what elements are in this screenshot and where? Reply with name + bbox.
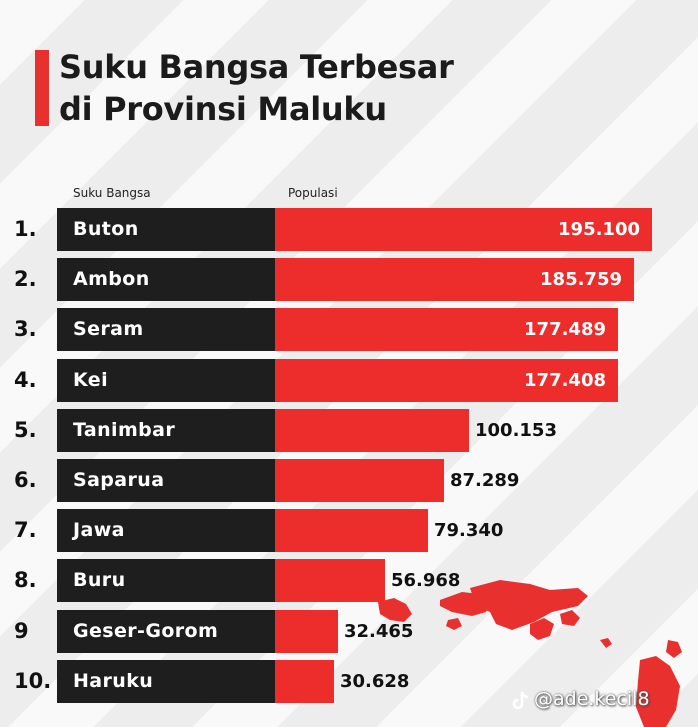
category-box: Geser-Gorom — [57, 610, 275, 653]
bar — [275, 559, 385, 602]
value-label: 87.289 — [450, 470, 520, 491]
watermark: @ade.kecil8 — [534, 688, 650, 710]
value-label: 177.489 — [524, 319, 606, 340]
title-accent-bar — [35, 50, 49, 126]
rank-label: 9 — [14, 619, 29, 643]
category-box: Buton — [57, 208, 275, 251]
category-label: Tanimbar — [73, 419, 176, 441]
column-header-name: Suku Bangsa — [73, 186, 151, 200]
category-box: Kei — [57, 359, 275, 402]
category-box: Saparua — [57, 459, 275, 502]
value-label: 79.340 — [434, 520, 504, 541]
category-label: Kei — [73, 369, 108, 391]
bar — [275, 258, 634, 301]
title-line-1: Suku Bangsa Terbesar — [59, 48, 454, 86]
rank-label: 4. — [14, 368, 37, 392]
value-label: 56.968 — [391, 570, 461, 591]
rank-label: 10. — [14, 669, 52, 693]
bar — [275, 409, 469, 452]
category-label: Buru — [73, 569, 126, 591]
value-label: 185.759 — [540, 269, 622, 290]
column-header-value: Populasi — [288, 186, 338, 200]
category-box: Ambon — [57, 258, 275, 301]
bar — [275, 208, 652, 251]
tiktok-icon — [512, 691, 529, 710]
category-label: Geser-Gorom — [73, 620, 219, 642]
rank-label: 6. — [14, 468, 37, 492]
category-label: Saparua — [73, 469, 165, 491]
category-box: Tanimbar — [57, 409, 275, 452]
chart-title: Suku Bangsa Terbesar di Provinsi Maluku — [59, 46, 619, 130]
category-box: Jawa — [57, 509, 275, 552]
value-label: 30.628 — [340, 671, 410, 692]
category-label: Buton — [73, 218, 139, 240]
rank-label: 3. — [14, 317, 37, 341]
rank-label: 5. — [14, 418, 37, 442]
bar — [275, 610, 338, 653]
category-box: Haruku — [57, 660, 275, 703]
bar — [275, 359, 618, 402]
category-label: Ambon — [73, 268, 150, 290]
value-label: 177.408 — [524, 370, 606, 391]
rank-label: 2. — [14, 267, 37, 291]
bar — [275, 308, 618, 351]
value-label: 100.153 — [475, 420, 557, 441]
category-box: Seram — [57, 308, 275, 351]
rank-label: 1. — [14, 217, 37, 241]
rank-label: 8. — [14, 568, 37, 592]
bar — [275, 459, 444, 502]
bar — [275, 509, 428, 552]
bar — [275, 660, 334, 703]
category-label: Seram — [73, 318, 144, 340]
value-label: 195.100 — [558, 219, 640, 240]
category-label: Haruku — [73, 670, 154, 692]
category-box: Buru — [57, 559, 275, 602]
title-line-2: di Provinsi Maluku — [59, 90, 387, 128]
rank-label: 7. — [14, 518, 37, 542]
value-label: 32.465 — [344, 621, 414, 642]
category-label: Jawa — [73, 519, 125, 541]
